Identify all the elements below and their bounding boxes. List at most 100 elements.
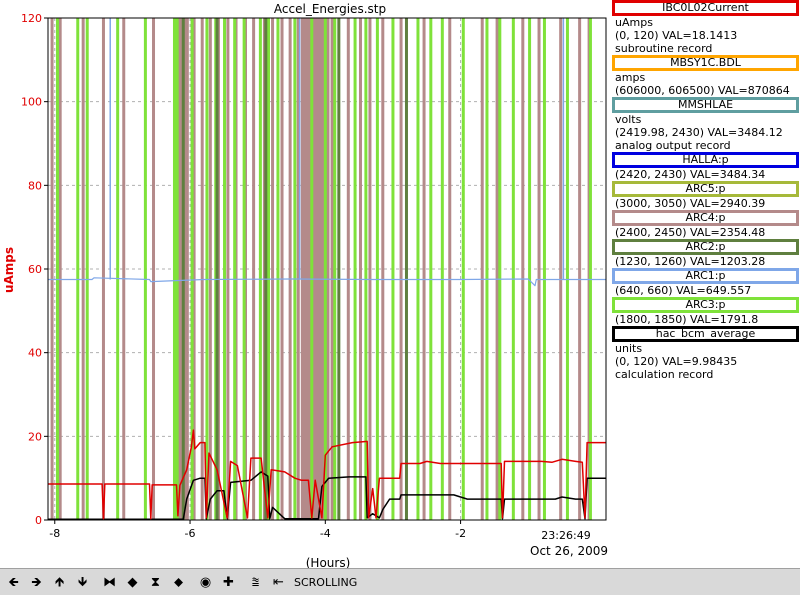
zoom-in-y-button[interactable]: ⧗ [146, 573, 165, 592]
mode-label: SCROLLING [294, 575, 358, 589]
band-arc3p [175, 18, 179, 520]
y-tick-label: 40 [28, 347, 42, 360]
band-arc3p [588, 18, 592, 520]
band-arc4p [300, 18, 304, 520]
band-arc4p [296, 18, 300, 520]
band-arc3p [511, 18, 515, 520]
band-arc3p [333, 18, 337, 520]
band-arc3p [172, 18, 176, 520]
legend-entry[interactable]: ARC4:p (2400, 2450) VAL=2354.48 [609, 210, 800, 239]
target-icon: ◉ [199, 574, 212, 590]
band-arc3p [276, 18, 280, 520]
x-axis-label: (Hours) [306, 556, 351, 568]
band-arc4p [448, 18, 452, 520]
legend-entry-name[interactable]: HALLA:p [612, 152, 799, 168]
series-lines [48, 18, 606, 520]
band-arc4p [252, 18, 256, 520]
legend-entry[interactable]: ARC3:p (1800, 1850) VAL=1791.8 [609, 297, 800, 326]
band-arc4p [122, 18, 126, 520]
zoom-in-x-icon: ⧓ [103, 574, 116, 590]
x-tick-label: -8 [49, 527, 60, 540]
back-button[interactable]: ⇤ [269, 573, 288, 592]
legend: IBC0L02Current uAmps (0, 120) VAL=18.1413 s… [609, 0, 800, 568]
legend-entry[interactable]: ARC5:p (3000, 3050) VAL=2940.39 [609, 181, 800, 210]
legend-entry-name[interactable]: ARC3:p [612, 297, 799, 313]
pan-down-button[interactable]: 🡻 [73, 573, 92, 592]
arrow-up-icon: 🡹 [54, 574, 65, 590]
legend-entry[interactable]: HALLA:p (2420, 2430) VAL=3484.34 [609, 152, 800, 181]
band-arc4p [399, 18, 403, 520]
legend-entry-name[interactable]: ARC4:p [612, 210, 799, 226]
legend-entry-detail: analog output record [615, 139, 731, 152]
legend-entry-name[interactable]: MMSHLAE [612, 97, 799, 113]
time-label: 23:26:49 [541, 529, 590, 542]
add-button[interactable]: ✚ [219, 573, 238, 592]
arrow-down-icon: 🡻 [77, 574, 88, 590]
band-arc4p [381, 18, 385, 520]
band-arc3p [310, 18, 314, 520]
band-series [50, 18, 592, 520]
band-arc3p [242, 18, 246, 520]
stagger-button[interactable]: ⩰ [246, 573, 265, 592]
band-arc3p [143, 18, 147, 520]
y-tick-label: 80 [28, 179, 42, 192]
band-arc3p [55, 18, 59, 520]
band-arc4p [58, 18, 62, 520]
chart-title: Accel_Energies.stp [274, 2, 386, 16]
legend-entry-name[interactable]: hac_bcm_average [612, 326, 799, 342]
band-arc4p [317, 18, 321, 520]
legend-entry-detail: (2420, 2430) VAL=3484.34 [615, 168, 766, 181]
band-arc3p [485, 18, 489, 520]
legend-entry[interactable]: ARC2:p (1230, 1260) VAL=1203.28 [609, 239, 800, 268]
legend-entry[interactable]: hac_bcm_average units (0, 120) VAL=9.98435… [609, 326, 800, 381]
band-arc3p [76, 18, 80, 520]
band-arc4p [271, 18, 275, 520]
band-arc4p [185, 18, 189, 520]
legend-entry[interactable]: IBC0L02Current uAmps (0, 120) VAL=18.1413 s… [609, 0, 800, 55]
legend-entry-detail: (0, 120) VAL=18.1413 [615, 29, 738, 42]
legend-entry-name[interactable]: ARC5:p [612, 181, 799, 197]
band-arc4p [326, 18, 330, 520]
legend-entry-detail: units [615, 342, 643, 355]
series-hacbcmaverage [48, 471, 606, 520]
back-icon: ⇤ [273, 574, 284, 590]
band-arc3p [416, 18, 420, 520]
legend-entry-detail: (1230, 1260) VAL=1203.28 [615, 255, 766, 268]
band-arc3p [323, 18, 327, 520]
legend-entry[interactable]: MBSY1C.BDL amps (606000, 606500) VAL=87086… [609, 55, 800, 97]
zoom-out-x-button[interactable]: ◆ [123, 573, 142, 592]
band-arc3p [205, 18, 209, 520]
legend-entry-name[interactable]: IBC0L02Current [612, 0, 799, 16]
legend-entry-name[interactable]: MBSY1C.BDL [612, 55, 799, 71]
legend-entry[interactable]: MMSHLAE volts (2419.98, 2430) VAL=3484.12 a… [609, 97, 800, 152]
band-arc4p [226, 18, 230, 520]
legend-entry-name[interactable]: ARC1:p [612, 268, 799, 284]
x-axis: -8 -6 -4 -2 [49, 520, 466, 540]
legend-entry-detail: (0, 120) VAL=9.98435 [615, 355, 738, 368]
zoom-in-x-button[interactable]: ⧓ [100, 573, 119, 592]
band-arc3p [461, 18, 465, 520]
legend-entry-detail: (606000, 606500) VAL=870864 [615, 84, 790, 97]
band-arc3p [364, 18, 368, 520]
band-arc3p [391, 18, 395, 520]
band-arc3p [375, 18, 379, 520]
legend-entry-detail: calculation record [615, 368, 714, 381]
zoom-out-y-icon: ⬥ [173, 574, 184, 590]
pan-right-button[interactable]: 🡺 [27, 573, 46, 592]
pan-left-button[interactable]: 🡸 [4, 573, 23, 592]
band-arc4p [537, 18, 541, 520]
y-tick-label: 100 [21, 96, 42, 109]
zoom-out-y-button[interactable]: ⬥ [169, 573, 188, 592]
legend-entry[interactable]: ARC1:p (640, 660) VAL=649.557 [609, 268, 800, 297]
legend-entry-name[interactable]: ARC2:p [612, 239, 799, 255]
band-arc3p [440, 18, 444, 520]
arrow-right-icon: 🡺 [31, 574, 42, 590]
band-arc3p [223, 18, 227, 520]
band-arc3p [266, 18, 270, 520]
legend-entry-detail: (3000, 3050) VAL=2940.39 [615, 197, 766, 210]
auto-zoom-button[interactable]: ◉ [196, 573, 215, 592]
band-arc3p [429, 18, 433, 520]
toolbar: 🡸 🡺 🡹 🡻 ⧓ ◆ ⧗ ⬥ ◉ ✚ ⩰ ⇤ SCROLLING [0, 568, 800, 595]
pan-up-button[interactable]: 🡹 [50, 573, 69, 592]
